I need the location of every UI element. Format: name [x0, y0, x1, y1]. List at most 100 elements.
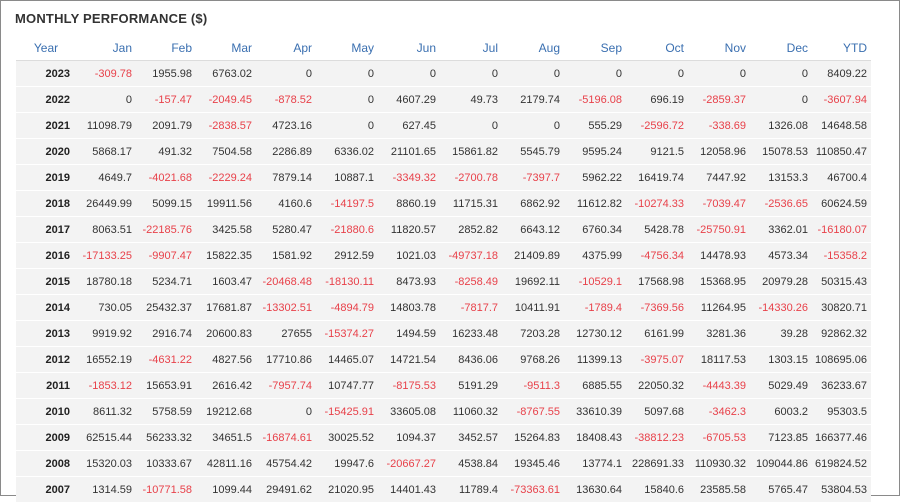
panel-title: MONTHLY PERFORMANCE ($): [15, 11, 207, 26]
month-cell: -9511.3: [502, 373, 564, 399]
month-cell: 15264.83: [502, 425, 564, 451]
month-cell: 11098.79: [76, 113, 136, 139]
month-cell: 1326.08: [750, 113, 812, 139]
month-cell: 33605.08: [378, 399, 440, 425]
month-cell: 2091.79: [136, 113, 196, 139]
month-cell: 62515.44: [76, 425, 136, 451]
year-cell: 2012: [16, 347, 76, 373]
month-cell: -7397.7: [502, 165, 564, 191]
month-cell: -338.69: [688, 113, 750, 139]
column-header-mar: Mar: [196, 35, 256, 61]
ytd-cell: 110850.47: [812, 139, 871, 165]
month-cell: -1789.4: [564, 295, 626, 321]
month-cell: 0: [378, 61, 440, 87]
month-cell: -7957.74: [256, 373, 316, 399]
month-cell: 0: [256, 61, 316, 87]
month-cell: 6760.34: [564, 217, 626, 243]
month-cell: 27655: [256, 321, 316, 347]
month-cell: 5962.22: [564, 165, 626, 191]
month-cell: 4573.34: [750, 243, 812, 269]
ytd-cell: 92862.32: [812, 321, 871, 347]
month-cell: -309.78: [76, 61, 136, 87]
month-cell: 5097.68: [626, 399, 688, 425]
month-cell: 15078.53: [750, 139, 812, 165]
month-cell: -3349.32: [378, 165, 440, 191]
month-cell: 5280.47: [256, 217, 316, 243]
month-cell: 19911.56: [196, 191, 256, 217]
year-cell: 2015: [16, 269, 76, 295]
month-cell: 7203.28: [502, 321, 564, 347]
month-cell: 110930.32: [688, 451, 750, 477]
month-cell: -8258.49: [440, 269, 502, 295]
month-cell: -2049.45: [196, 87, 256, 113]
column-header-feb: Feb: [136, 35, 196, 61]
month-cell: 11060.32: [440, 399, 502, 425]
column-header-jan: Jan: [76, 35, 136, 61]
month-cell: 20600.83: [196, 321, 256, 347]
year-cell: 2010: [16, 399, 76, 425]
month-cell: 15368.95: [688, 269, 750, 295]
month-cell: -157.47: [136, 87, 196, 113]
month-cell: -2229.24: [196, 165, 256, 191]
month-cell: -2536.65: [750, 191, 812, 217]
month-cell: 2616.42: [196, 373, 256, 399]
month-cell: 1021.03: [378, 243, 440, 269]
month-cell: -18130.11: [316, 269, 378, 295]
month-cell: -21880.6: [316, 217, 378, 243]
month-cell: 0: [316, 113, 378, 139]
ytd-cell: 166377.46: [812, 425, 871, 451]
month-cell: -38812.23: [626, 425, 688, 451]
ytd-cell: 108695.06: [812, 347, 871, 373]
month-cell: 0: [316, 61, 378, 87]
month-cell: 18117.53: [688, 347, 750, 373]
year-cell: 2018: [16, 191, 76, 217]
month-cell: -13302.51: [256, 295, 316, 321]
month-cell: 7879.14: [256, 165, 316, 191]
month-cell: -4631.22: [136, 347, 196, 373]
month-cell: 5758.59: [136, 399, 196, 425]
month-cell: -2596.72: [626, 113, 688, 139]
month-cell: -4443.39: [688, 373, 750, 399]
year-cell: 2007: [16, 477, 76, 502]
month-cell: 15320.03: [76, 451, 136, 477]
month-cell: 0: [256, 399, 316, 425]
month-cell: 21101.65: [378, 139, 440, 165]
month-cell: -15374.27: [316, 321, 378, 347]
month-cell: 1603.47: [196, 269, 256, 295]
month-cell: -22185.76: [136, 217, 196, 243]
month-cell: -14330.26: [750, 295, 812, 321]
column-header-nov: Nov: [688, 35, 750, 61]
month-cell: 30025.52: [316, 425, 378, 451]
month-cell: 7447.92: [688, 165, 750, 191]
ytd-cell: 46700.4: [812, 165, 871, 191]
month-cell: 6003.2: [750, 399, 812, 425]
month-cell: 0: [750, 61, 812, 87]
month-cell: 16419.74: [626, 165, 688, 191]
month-cell: -20667.27: [378, 451, 440, 477]
month-cell: -6705.53: [688, 425, 750, 451]
month-cell: 2286.89: [256, 139, 316, 165]
month-cell: 12730.12: [564, 321, 626, 347]
month-cell: 0: [502, 113, 564, 139]
month-cell: -49737.18: [440, 243, 502, 269]
ytd-cell: 619824.52: [812, 451, 871, 477]
month-cell: 11789.4: [440, 477, 502, 502]
month-cell: 45754.42: [256, 451, 316, 477]
column-header-jun: Jun: [378, 35, 440, 61]
month-cell: 0: [502, 61, 564, 87]
ytd-cell: 95303.5: [812, 399, 871, 425]
month-cell: -9907.47: [136, 243, 196, 269]
month-cell: 5191.29: [440, 373, 502, 399]
month-cell: 3362.01: [750, 217, 812, 243]
month-cell: 696.19: [626, 87, 688, 113]
month-cell: 19692.11: [502, 269, 564, 295]
month-cell: 228691.33: [626, 451, 688, 477]
